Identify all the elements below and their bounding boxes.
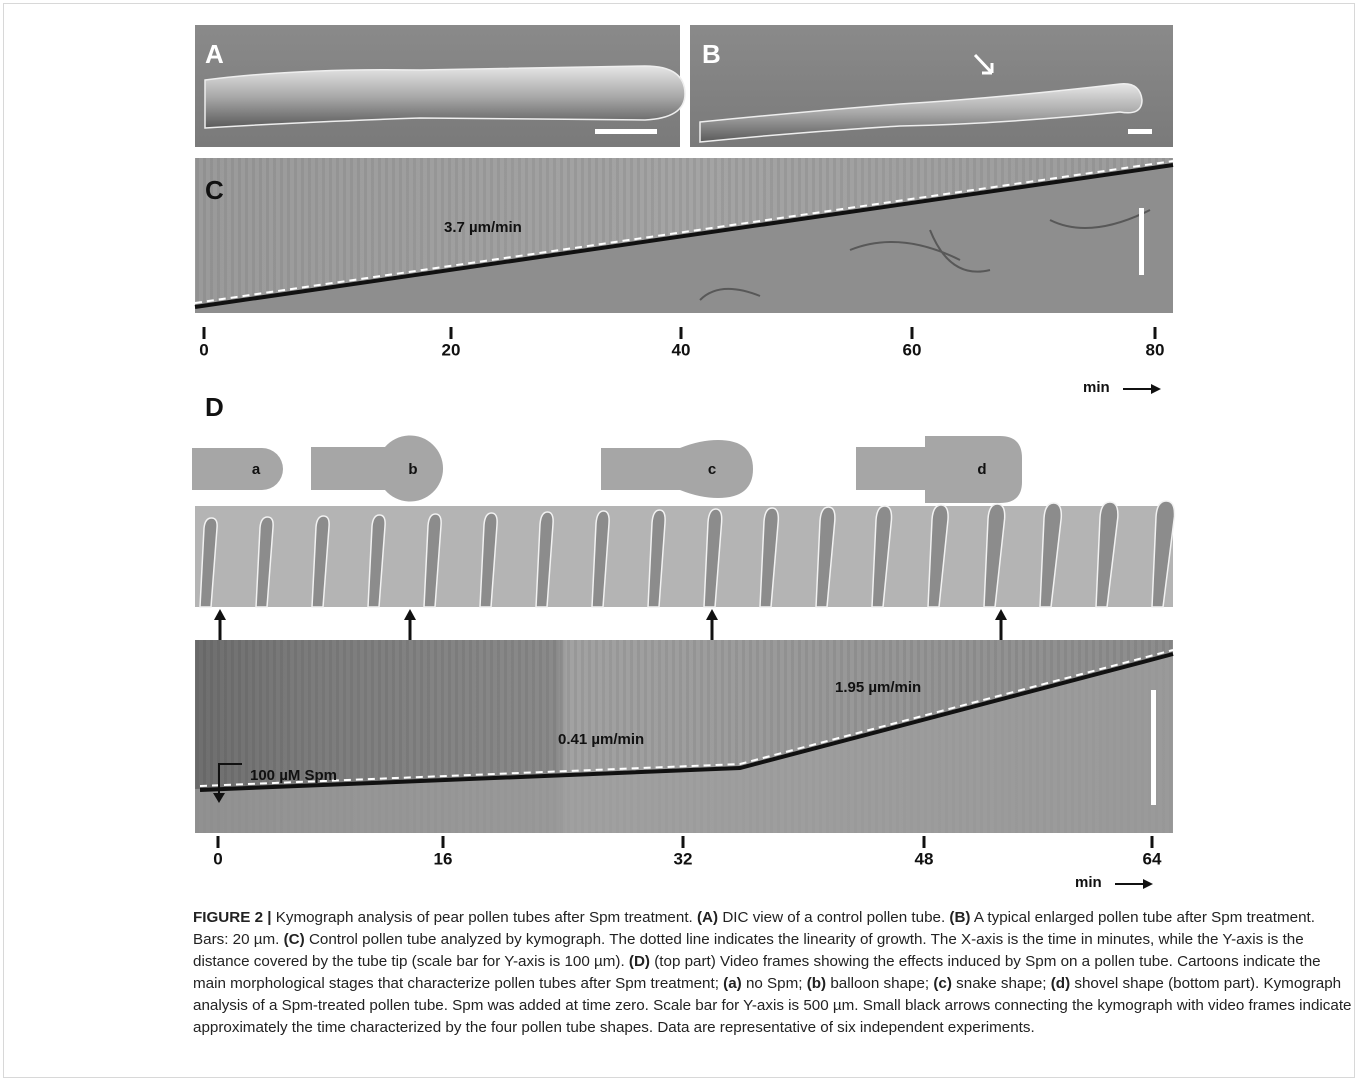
frame-tube [871, 505, 893, 608]
caption-text: balloon shape; [826, 975, 934, 992]
cartoon-balloon [311, 435, 444, 502]
frame-tube [983, 503, 1006, 608]
tube-tip-trace [194, 163, 1174, 309]
x-tick-label: 60 [903, 340, 922, 359]
caption-text: Kymograph analysis of pear pollen tubes … [271, 909, 697, 926]
frame-tube [423, 513, 442, 608]
x-tick-label: 64 [1143, 849, 1162, 868]
frame-tube [479, 512, 498, 608]
scale-bar [1128, 129, 1152, 134]
growth-rate: 3.7 µm/min [444, 219, 522, 236]
frame-tube [759, 507, 780, 608]
treatment-label: 100 µM Spm [250, 767, 337, 784]
frame-tube [815, 506, 836, 608]
x-tick-label: 0 [213, 849, 222, 868]
caption-text: (top part) Video frames showing the effe… [193, 953, 1321, 992]
x-tick-label: 0 [199, 340, 208, 359]
frame-tube [703, 508, 723, 608]
connector-arrowhead [404, 609, 416, 620]
x-axis-arrowhead [1151, 384, 1161, 394]
x-tick-label: 20 [442, 340, 461, 359]
tube-tip-trace [199, 652, 1174, 792]
cartoon-label: c [708, 461, 716, 478]
cartoon-no-spm [192, 448, 283, 490]
frame-tube [535, 511, 554, 608]
caption-text: no Spm; [741, 975, 807, 992]
frame-tube [1095, 501, 1119, 608]
x-tick-label: 32 [674, 849, 693, 868]
growth-dotted-line [199, 649, 1174, 787]
x-axis-unit: min [1083, 379, 1110, 396]
panel-label: A [205, 39, 224, 69]
frame-tube [199, 517, 218, 608]
x-axis-arrowhead [1143, 879, 1153, 889]
caption-text: (a) [723, 975, 742, 992]
x-axis-unit: min [1075, 874, 1102, 891]
cartoon-snake [601, 440, 753, 498]
panel-label: D [205, 392, 224, 422]
connector-arrows [214, 609, 1007, 643]
caption-text: (d) [1050, 975, 1071, 992]
figure-border [3, 3, 1355, 1078]
arrow [973, 53, 994, 75]
panel-label: C [205, 175, 224, 205]
texture [699, 209, 1151, 301]
x-tick-label: 16 [434, 849, 453, 868]
scale-bar [1139, 208, 1144, 275]
caption-text: Control pollen tube analyzed by kymograp… [193, 931, 1304, 970]
caption-text: (c) [933, 975, 952, 992]
scale-bar [595, 129, 657, 134]
cartoon-label: d [977, 461, 986, 478]
cartoon-shovel [856, 436, 1022, 503]
x-tick-label: 40 [672, 340, 691, 359]
frame-tube [647, 509, 666, 608]
caption-text: FIGURE 2 | [193, 909, 272, 926]
cartoon-label: b [408, 461, 417, 478]
frame-tube [255, 516, 274, 608]
frame-tubes [199, 500, 1176, 608]
treatment-arrowhead [213, 793, 225, 803]
x-tick-label: 48 [915, 849, 934, 868]
frame-tube [367, 514, 386, 608]
pollen-tube-a [204, 65, 686, 129]
treatment-arrow [218, 763, 242, 800]
frame-tube [1151, 500, 1176, 608]
caption-text: (B) [949, 909, 971, 926]
connector-arrowhead [214, 609, 226, 620]
video-frames [195, 506, 1173, 607]
figure-caption: FIGURE 2 | Kymograph analysis of pear po… [193, 907, 1353, 1039]
caption-text: (D) [628, 953, 650, 970]
panel-label: B [702, 39, 721, 69]
caption-text: DIC view of a control pollen tube. [718, 909, 950, 926]
caption-text: (A) [697, 909, 719, 926]
caption-text: shovel shape (bottom part). Kymograph an… [193, 975, 1352, 1036]
caption-text: snake shape; [951, 975, 1051, 992]
growth-dotted-line [194, 160, 1174, 304]
growth-rate: 0.41 µm/min [558, 731, 644, 748]
connector-arrowhead [706, 609, 718, 620]
frame-tube [311, 515, 330, 608]
axes: 0 20 40 60 80 min 0 16 32 48 64 min [199, 327, 1164, 891]
frame-tube [927, 504, 949, 608]
pollen-tube-b [699, 83, 1143, 143]
frame-tube [1039, 502, 1063, 608]
cartoon-label: a [252, 461, 261, 478]
scale-bar [1151, 690, 1156, 805]
connector-arrowhead [995, 609, 1007, 620]
caption-text: (b) [806, 975, 827, 992]
frame-tube [591, 510, 610, 608]
kymograph-growth-region [195, 654, 1173, 833]
growth-rate: 1.95 µm/min [835, 679, 921, 696]
figure: A B C 3.7 µm/min D a b c d 100 µM Spm 0.… [192, 25, 1176, 891]
caption-text: (C) [283, 931, 305, 948]
x-tick-label: 80 [1146, 340, 1165, 359]
caption-text: A typical enlarged pollen tube after Spm… [193, 909, 1315, 948]
